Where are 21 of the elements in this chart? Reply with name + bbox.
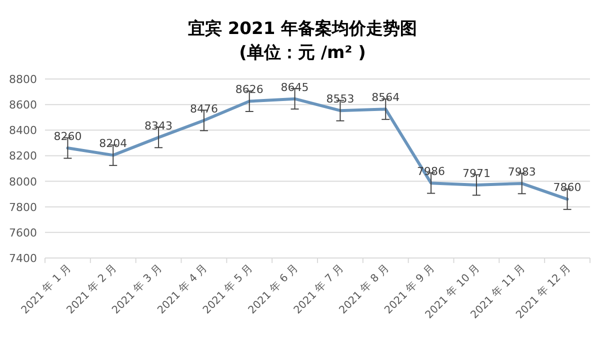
- y-tick-label: 7400: [9, 252, 37, 265]
- data-label: 8343: [144, 119, 173, 132]
- y-tick-label: 7600: [9, 226, 37, 240]
- data-label: 7983: [508, 165, 536, 178]
- data-label: 8626: [235, 83, 264, 96]
- y-tick-label: 8600: [9, 98, 37, 112]
- data-label: 8553: [326, 92, 354, 106]
- title: 宜宾 2021 年备案均价走势图: [188, 19, 418, 39]
- y-tick-label: 8200: [9, 150, 37, 163]
- data-label: 8564: [372, 91, 400, 104]
- y-tick-label: 8000: [9, 175, 37, 188]
- data-label: 8204: [99, 137, 128, 150]
- y-tick-label: 8800: [9, 73, 37, 86]
- data-label: 7860: [553, 181, 582, 194]
- y-tick-label: 7800: [9, 200, 37, 214]
- subtitle: (单位：元 /m² ): [239, 43, 366, 63]
- y-tick-label: 8400: [9, 124, 37, 138]
- data-label: 7971: [462, 166, 490, 180]
- data-label: 8476: [190, 102, 218, 116]
- data-label: 8260: [54, 130, 82, 144]
- data-label: 8645: [280, 80, 309, 94]
